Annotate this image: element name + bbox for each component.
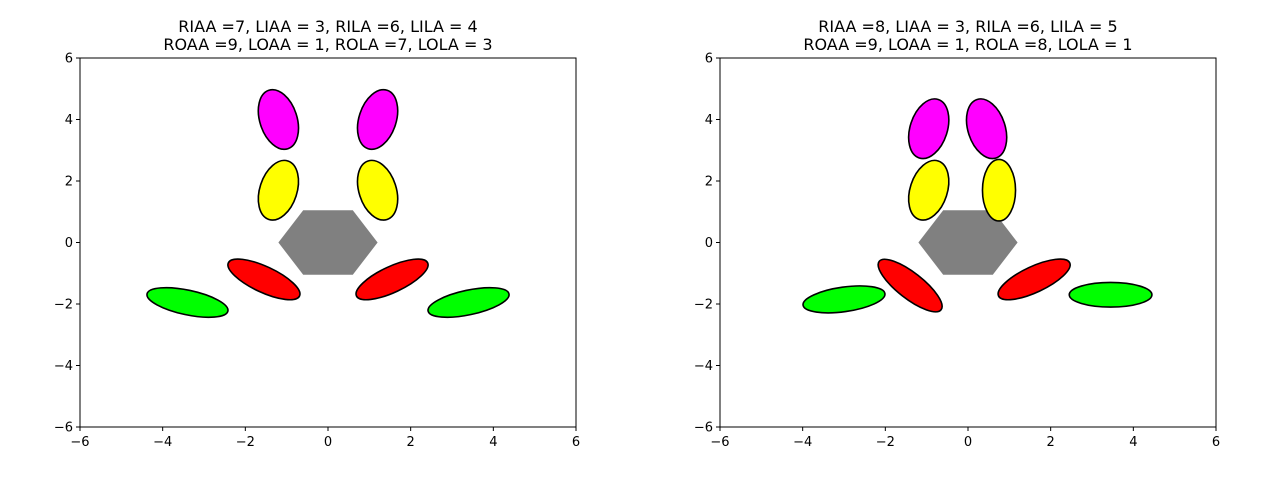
plot-content bbox=[146, 88, 510, 319]
y-tick-label: −6 bbox=[54, 421, 73, 436]
plot-content bbox=[802, 98, 1153, 314]
y-tick-label: −2 bbox=[54, 298, 73, 313]
upper-left-magenta-ellipse bbox=[907, 98, 950, 160]
x-tick-label: −2 bbox=[236, 435, 255, 450]
x-tick-label: 6 bbox=[1212, 435, 1220, 450]
panel-left: RIAA =7, LIAA = 3, RILA =6, LILA = 4 ROA… bbox=[54, 17, 580, 450]
y-tick-label: 2 bbox=[705, 175, 713, 190]
x-tick-label: 4 bbox=[1129, 435, 1137, 450]
lower-right-red-ellipse bbox=[355, 258, 429, 301]
y-tick-label: 6 bbox=[705, 52, 713, 67]
panel-left-title-line-2: ROAA =9, LOAA = 1, ROLA =7, LOLA = 3 bbox=[163, 35, 492, 54]
x-tick-label: 4 bbox=[489, 435, 497, 450]
y-tick-label: 4 bbox=[65, 113, 73, 128]
upper-right-yellow-ellipse bbox=[981, 158, 1017, 222]
x-tick-label: 6 bbox=[572, 435, 580, 450]
lower-left-green-ellipse bbox=[802, 285, 886, 314]
lower-left-green-ellipse bbox=[146, 286, 229, 319]
x-tick-label: −4 bbox=[153, 435, 172, 450]
y-tick-label: 4 bbox=[705, 113, 713, 128]
x-tick-label: 0 bbox=[964, 435, 972, 450]
x-tick-label: −6 bbox=[710, 435, 729, 450]
y-tick-label: −4 bbox=[54, 359, 73, 374]
y-tick-label: −2 bbox=[694, 298, 713, 313]
upper-right-yellow-ellipse bbox=[356, 159, 399, 221]
upper-right-magenta-ellipse bbox=[965, 98, 1008, 160]
y-tick-label: −6 bbox=[694, 421, 713, 436]
x-tick-label: −2 bbox=[876, 435, 895, 450]
panel-right: RIAA =8, LIAA = 3, RILA =6, LILA = 5 ROA… bbox=[694, 17, 1220, 450]
upper-right-magenta-ellipse bbox=[356, 88, 399, 151]
center-hexagon bbox=[278, 210, 378, 275]
panel-right-plot: −6 −4 −2 0 2 4 6 −6 −4 −2 0 2 4 6 bbox=[694, 52, 1220, 451]
y-tick-label: −4 bbox=[694, 359, 713, 374]
panel-left-title-line-1: RIAA =7, LIAA = 3, RILA =6, LILA = 4 bbox=[178, 17, 477, 36]
lower-left-red-ellipse bbox=[227, 258, 301, 301]
lower-right-red-ellipse bbox=[997, 258, 1071, 301]
upper-left-yellow-ellipse bbox=[257, 159, 300, 221]
x-tick-label: −4 bbox=[793, 435, 812, 450]
panel-left-plot: −6 −4 −2 0 2 4 6 −6 −4 −2 0 2 4 6 bbox=[54, 52, 580, 451]
lower-right-green-ellipse bbox=[427, 286, 510, 319]
y-tick-label: 2 bbox=[65, 175, 73, 190]
y-tick-label: 6 bbox=[65, 52, 73, 67]
y-tick-label: 0 bbox=[65, 236, 73, 251]
x-tick-label: 2 bbox=[1047, 435, 1055, 450]
center-hexagon bbox=[918, 210, 1018, 275]
upper-left-yellow-ellipse bbox=[907, 159, 950, 221]
upper-left-magenta-ellipse bbox=[257, 88, 300, 151]
panel-right-title-line-1: RIAA =8, LIAA = 3, RILA =6, LILA = 5 bbox=[818, 17, 1117, 36]
panel-right-title-line-2: ROAA =9, LOAA = 1, ROLA =8, LOLA = 1 bbox=[803, 35, 1132, 54]
x-tick-label: −6 bbox=[70, 435, 89, 450]
lower-left-red-ellipse bbox=[877, 258, 943, 313]
x-tick-label: 2 bbox=[407, 435, 415, 450]
y-tick-label: 0 bbox=[705, 236, 713, 251]
x-tick-label: 0 bbox=[324, 435, 332, 450]
lower-right-green-ellipse bbox=[1068, 281, 1153, 308]
